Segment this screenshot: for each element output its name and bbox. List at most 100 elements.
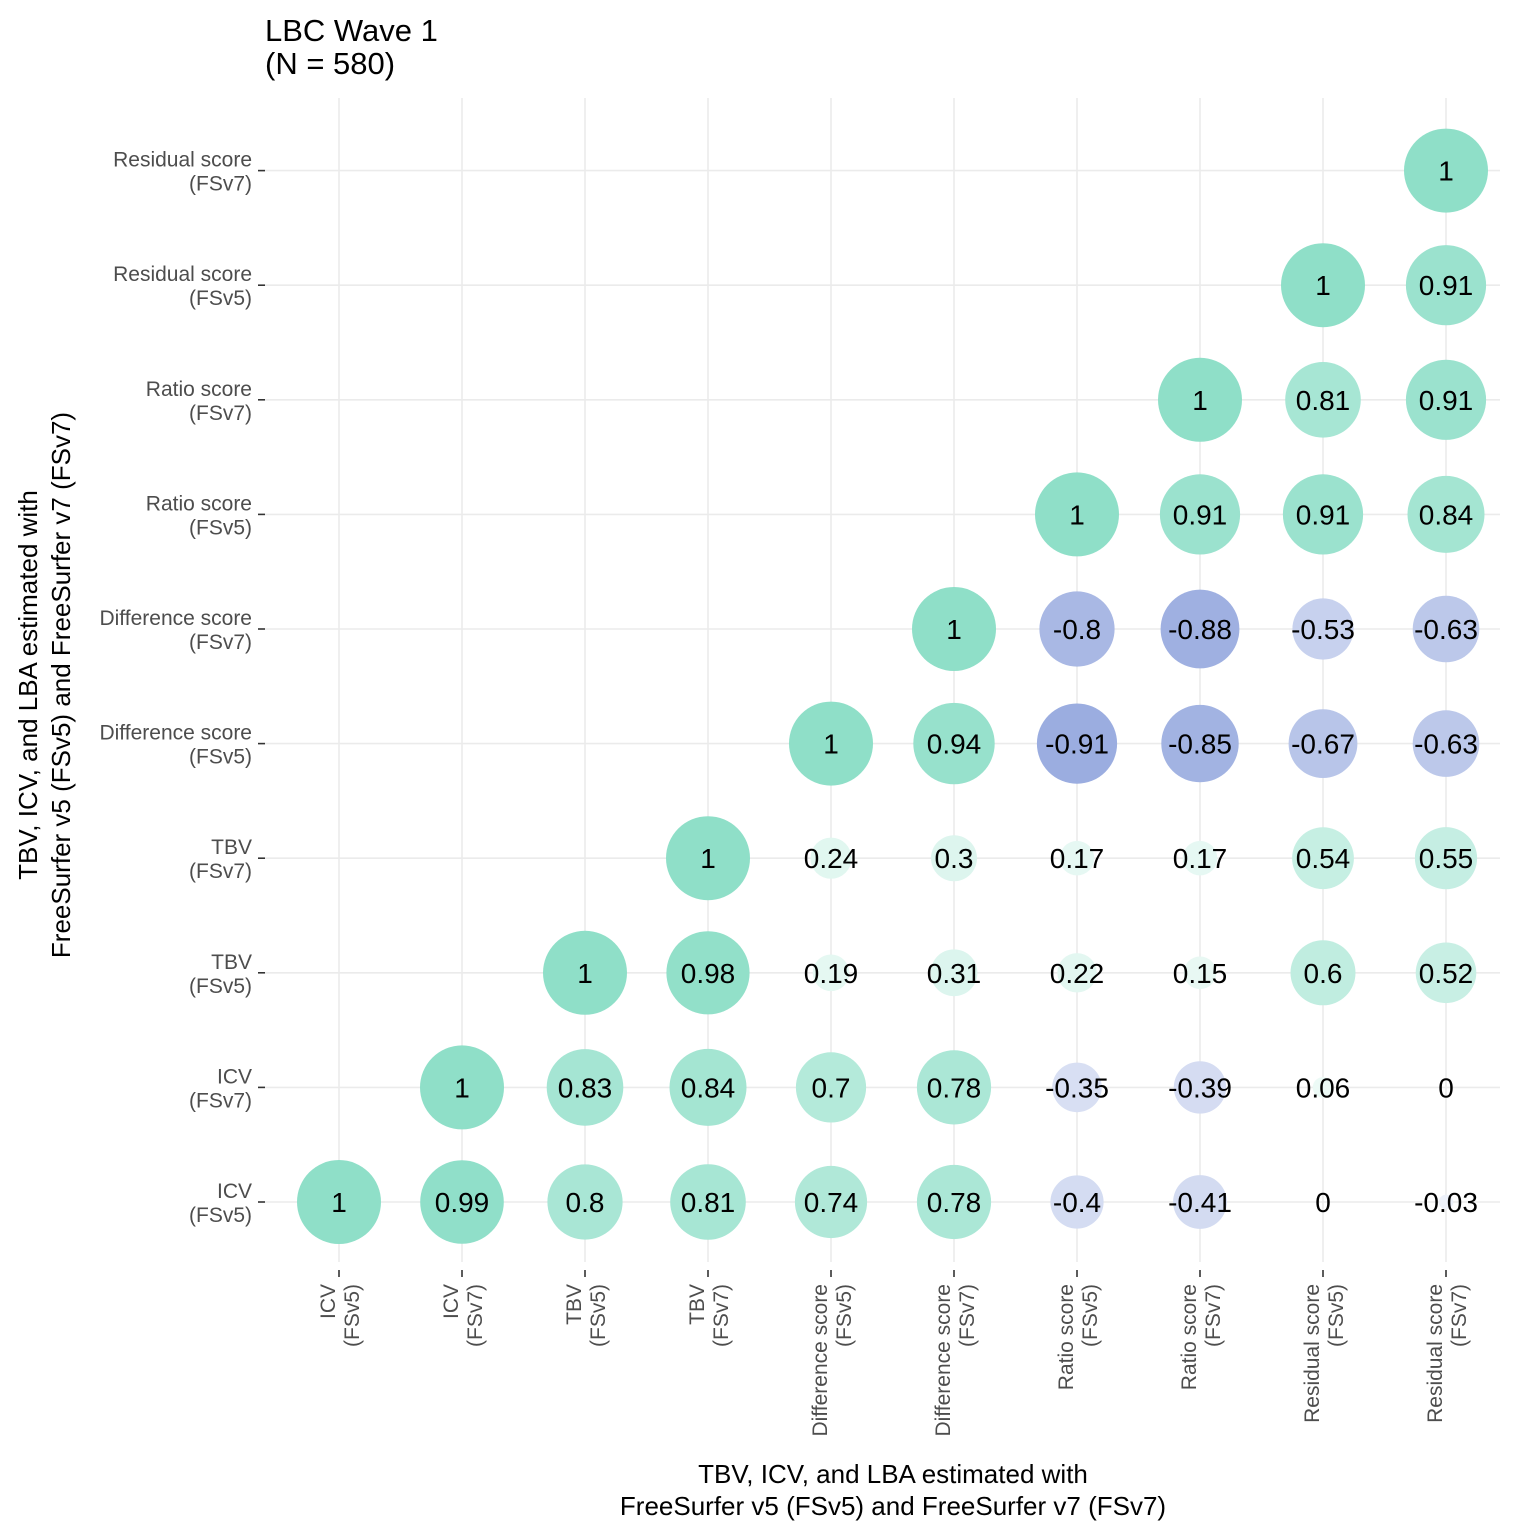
correlation-bubble [1404,128,1488,213]
correlation-bubble [1183,956,1217,990]
y-tick-label: Difference score (FSv7) [99,607,252,654]
correlation-bubble [1036,703,1118,784]
y-tick-label: ICV (FSv7) [189,1065,252,1112]
correlation-value-label: 1 [700,843,716,874]
correlation-bubble [916,1164,992,1240]
correlation-bubble [1285,362,1361,438]
correlation-bubble [930,949,978,997]
correlation-value-label: 0.6 [1304,958,1343,989]
correlation-value-label: 0.3 [935,843,974,874]
correlation-value-label: 0.7 [812,1072,851,1103]
correlation-bubble [1052,1062,1102,1113]
correlation-bubble [1405,359,1487,440]
correlation-bubble [546,1049,624,1126]
correlation-value-label: -0.8 [1053,614,1101,645]
x-tick-label: Difference score(FSv7) [932,1284,979,1437]
correlation-bubble [420,1045,504,1130]
y-tick-label: Residual score (FSv5) [113,263,252,310]
correlation-value-label: 0.17 [1050,843,1105,874]
correlation-value-label: 1 [1069,499,1085,530]
correlation-value-label: 1 [1192,385,1208,416]
correlation-bubble [1282,474,1364,555]
correlation-value-label: -0.91 [1045,729,1109,760]
correlation-value-label: 0.31 [927,958,982,989]
correlation-bubble [666,816,750,901]
correlation-value-label: -0.63 [1414,614,1478,645]
correlation-bubble [1290,940,1356,1006]
correlation-bubble [1039,591,1115,667]
correlation-bubble [1412,595,1480,663]
correlation-bubble [1057,953,1097,993]
x-tick-label: TBV(FSv7) [686,1284,733,1347]
correlation-bubble [789,701,873,786]
chart-title: LBC Wave 1(N = 580) [265,13,438,81]
y-tick-labels: ICV (FSv5) ICV (FSv7) TBV (FSv5) TBV (FSv7) Diff… [99,149,252,1227]
x-tick-label: ICV(FSv5) [317,1284,364,1347]
x-axis-title: TBV, ICV, and LBA estimated withFreeSurf… [620,1459,1166,1521]
x-tick-label: Ratio score(FSv5) [1055,1284,1102,1390]
correlation-value-label: 0.81 [681,1187,736,1218]
y-tick-label: Difference score (FSv5) [99,722,252,769]
x-tick-label: TBV(FSv5) [563,1284,610,1347]
correlation-bubble [1312,1077,1334,1098]
correlation-value-label: 0 [1438,1072,1454,1103]
correlation-bubble [1159,474,1241,555]
correlation-value-label: 0.24 [804,843,859,874]
correlation-bubble [1050,1175,1104,1229]
correlation-bubble [1035,472,1119,557]
correlation-value-label: -0.35 [1045,1072,1109,1103]
correlation-value-label: 1 [823,729,839,760]
x-tick-label: Residual score(FSv5) [1301,1284,1348,1423]
correlation-bubble [547,1164,623,1240]
correlation-value-label: -0.41 [1168,1187,1232,1218]
correlation-bubble [912,587,996,671]
correlation-value-label: -0.53 [1291,614,1355,645]
correlation-value-label: 0.78 [927,1072,982,1103]
correlation-bubble [1405,245,1487,326]
correlation-value-label: 0.91 [1419,270,1474,301]
correlation-value-label: 0 [1315,1187,1331,1218]
correlation-value-label: 0.78 [927,1187,982,1218]
correlation-value-label: 0.84 [681,1072,736,1103]
correlation-value-label: 1 [331,1187,347,1218]
correlation-value-label: 0.17 [1173,843,1228,874]
correlation-value-label: 0.74 [804,1187,859,1218]
correlation-value-label: -0.39 [1168,1072,1232,1103]
x-axis-title-line: FreeSurfer v5 (FSv5) and FreeSurfer v7 (… [620,1491,1166,1521]
x-axis-title-line: TBV, ICV, and LBA estimated with [698,1459,1088,1489]
correlation-bubble [1281,243,1365,328]
correlation-bubble [794,1165,868,1239]
correlation-bubble [913,702,995,785]
correlation-value-label: -0.67 [1291,729,1355,760]
correlation-bubble [1158,357,1242,442]
y-axis-title-line: TBV, ICV, and LBA estimated with [13,490,43,880]
correlation-value-label: -0.63 [1414,729,1478,760]
correlation-value-label: 1 [577,958,593,989]
x-tick-label: Difference score(FSv5) [809,1284,856,1437]
correlation-bubble [666,931,750,1015]
correlation-bubble [931,835,977,882]
correlation-bubble [1160,589,1240,669]
correlation-value-label: 0.99 [435,1187,490,1218]
correlation-bubble [1407,475,1485,553]
correlation-bubble [1414,827,1478,890]
y-tick-label: Residual score (FSv7) [113,149,252,196]
correlation-bubble [669,1048,747,1126]
correlation-value-label: 1 [946,614,962,645]
correlation-bubble [1412,710,1480,777]
correlation-bubble [810,837,852,879]
correlation-bubble [1173,1061,1227,1114]
correlation-bubble [1292,827,1354,890]
correlation-bubble [1173,1175,1227,1229]
correlation-value-label: 0.91 [1173,499,1228,530]
y-tick-label: ICV (FSv5) [189,1180,252,1227]
correlation-value-label: -0.88 [1168,614,1232,645]
correlation-value-label: 1 [1315,270,1331,301]
correlation-bubbles [297,128,1488,1244]
correlation-value-label: 0.8 [566,1187,605,1218]
correlation-bubble [1161,704,1239,783]
y-tick-label: Ratio score (FSv7) [146,378,252,425]
correlation-value-label: 0.84 [1419,499,1474,530]
correlation-value-label: -0.03 [1414,1187,1478,1218]
